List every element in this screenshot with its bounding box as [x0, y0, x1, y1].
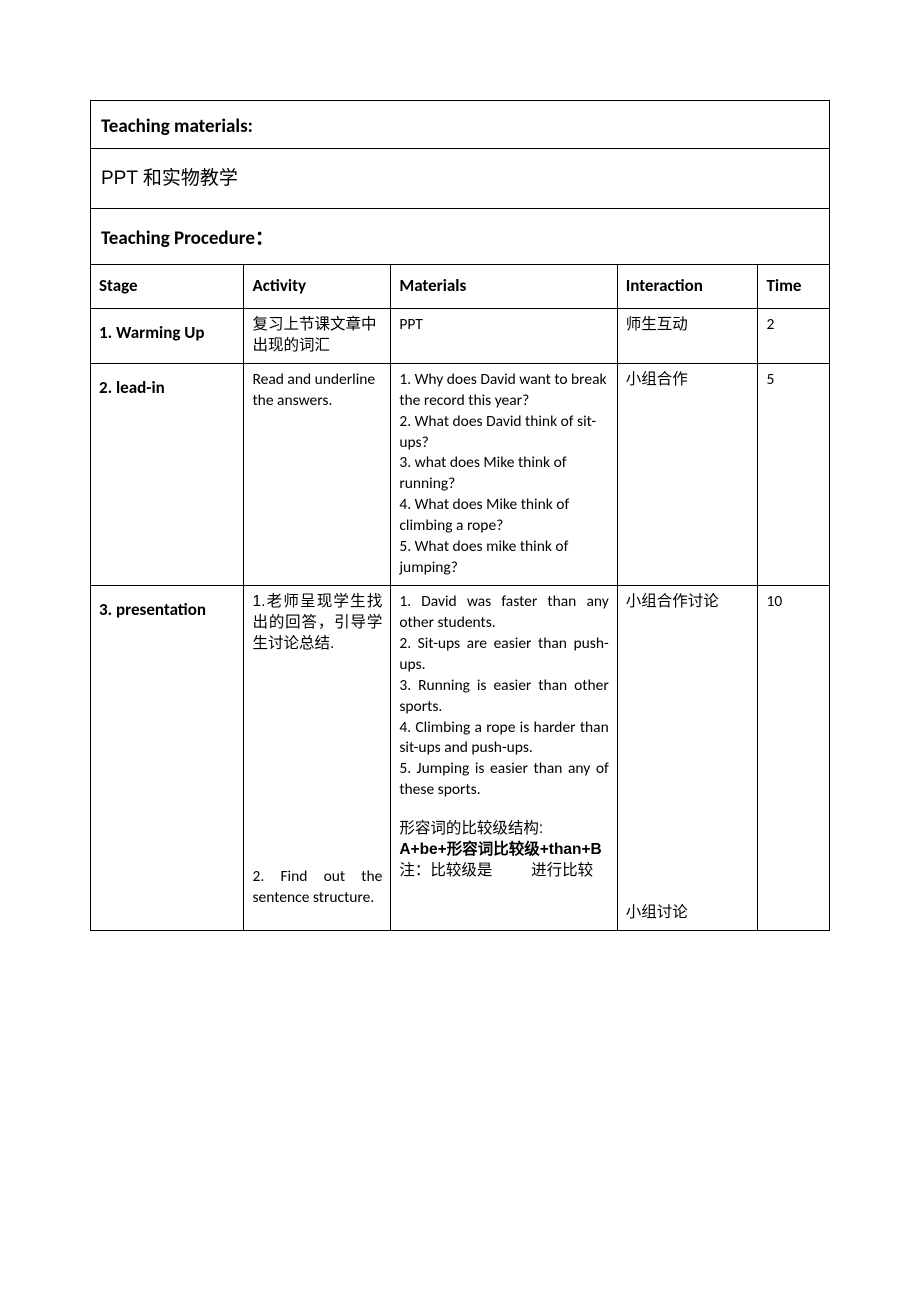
time-cell: 2 [758, 308, 829, 363]
table-row-presentation: 3. presentation 1.老师呈现学生找出的回答，引导学生讨论总结. … [91, 586, 829, 930]
activity-part1: 1.老师呈现学生找出的回答，引导学生讨论总结. [252, 592, 382, 655]
col-header-materials: Materials [391, 265, 617, 308]
table-row-warming-up: 1. Warming Up 复习上节课文章中出现的词汇 PPT 师生互动 2 [91, 308, 829, 363]
col-header-time: Time [758, 265, 829, 308]
materials-part2: 形容词的比较级结构: A+be+形容词比较级+than+B 注：比较级是 进行比… [399, 819, 608, 882]
interaction-part2: 小组讨论 [626, 903, 750, 924]
materials-part2-note: 注：比较级是 进行比较 [399, 862, 593, 879]
stage-label: 3. presentation [99, 592, 235, 628]
interaction-cell: 小组合作讨论 小组讨论 [617, 586, 758, 930]
activity-part2: 2. Find out the sentence structure. [252, 867, 382, 909]
stage-label: 1. Warming Up [99, 315, 235, 351]
stage-label: 2. lead-in [99, 370, 235, 406]
materials-cell: 1. Why does David want to break the reco… [391, 363, 617, 585]
time-cell: 10 [758, 586, 829, 930]
materials-cell: 1. David was faster than any other stude… [391, 586, 617, 930]
interaction-cell: 小组合作 [617, 363, 758, 585]
materials-part1: 1. David was faster than any other stude… [399, 592, 608, 801]
lesson-plan-outer: Teaching materials: PPT 和实物教学 Teaching P… [90, 100, 830, 931]
activity-cell: 复习上节课文章中出现的词汇 [244, 308, 391, 363]
time-cell: 5 [758, 363, 829, 585]
interaction-cell: 师生互动 [617, 308, 758, 363]
table-row-lead-in: 2. lead-in Read and underline the answer… [91, 363, 829, 585]
interaction-part1: 小组合作讨论 [626, 592, 750, 613]
materials-cell: PPT [391, 308, 617, 363]
procedure-table: Stage Activity Materials Interaction Tim… [91, 265, 829, 930]
activity-cell: 1.老师呈现学生找出的回答，引导学生讨论总结. 2. Find out the … [244, 586, 391, 930]
teaching-procedure-heading: Teaching Procedure： [91, 209, 829, 265]
materials-part2-line1: 形容词的比较级结构: [399, 820, 543, 837]
teaching-materials-heading: Teaching materials: [91, 101, 829, 149]
col-header-activity: Activity [244, 265, 391, 308]
col-header-interaction: Interaction [617, 265, 758, 308]
col-header-stage: Stage [91, 265, 244, 308]
teaching-materials-body: PPT 和实物教学 [91, 149, 829, 209]
activity-cell: Read and underline the answers. [244, 363, 391, 585]
materials-part2-bold: A+be+形容词比较级+than+B [399, 841, 601, 858]
table-header-row: Stage Activity Materials Interaction Tim… [91, 265, 829, 308]
